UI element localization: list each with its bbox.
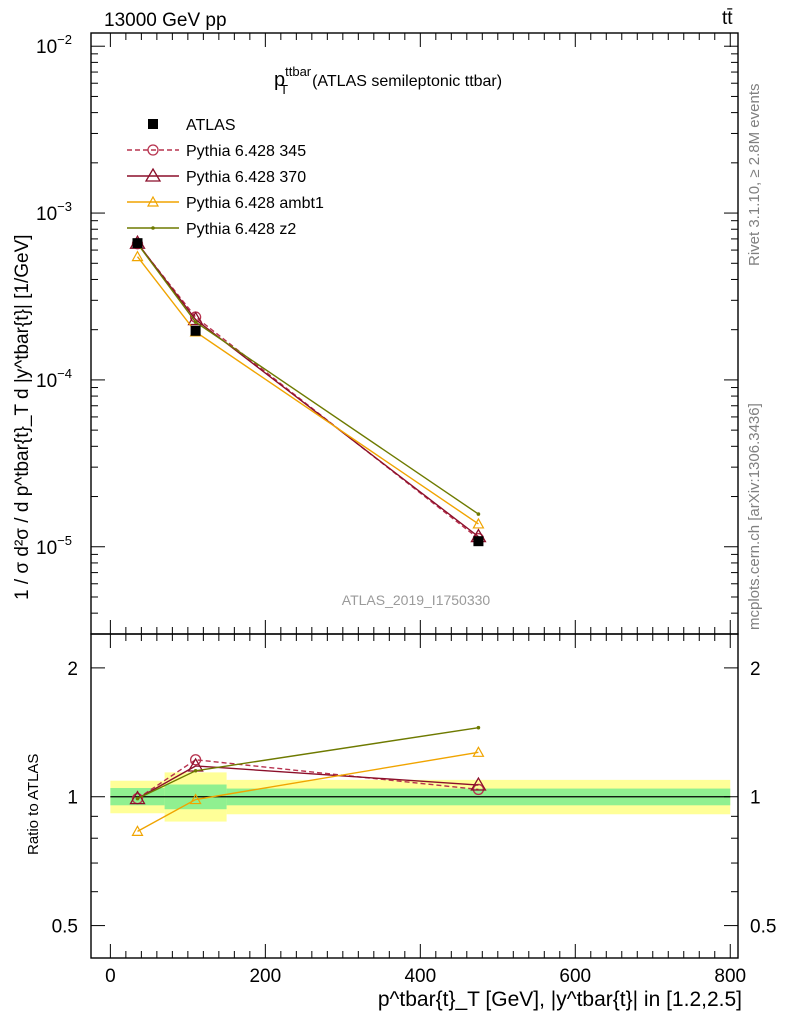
legend-label-2: Pythia 6.428 ambt1 xyxy=(186,195,324,212)
data-markers xyxy=(132,238,484,547)
main-series-line-0 xyxy=(136,243,479,540)
main-series-line-1 xyxy=(136,242,479,538)
main-ylabel: 1 / σ d²σ / d p^tbar{t}_T d |y^tbar{t}| … xyxy=(12,234,33,600)
analysis-watermark: ATLAS_2019_I1750330 xyxy=(342,592,491,608)
ratio-series-3-point-1 xyxy=(193,768,198,773)
header-energy-label: 13000 GeV pp xyxy=(104,10,227,31)
ratio-series-0-point-1 xyxy=(189,754,202,766)
main-ytick-exponent: −3 xyxy=(57,199,72,214)
legend-label-atlas: ATLAS xyxy=(186,117,236,134)
xlabel: p^tbar{t}_T [GeV], |y^tbar{t}| in [1.2,2… xyxy=(378,988,742,1011)
legend-label-0: Pythia 6.428 345 xyxy=(186,143,306,160)
ratio-series-line-0 xyxy=(137,759,479,800)
ratio-ytick-label-right-2: 2 xyxy=(750,659,761,680)
ratio-ytick-label-left-0: 0.5 xyxy=(52,917,78,938)
atlas-data-point-0 xyxy=(132,238,143,249)
ratio-series-line-1 xyxy=(137,765,479,800)
legend-marker-0 xyxy=(147,144,159,156)
main-series-line-2 xyxy=(136,256,479,525)
main-ytick-exponent: −4 xyxy=(57,366,72,381)
plot-frames xyxy=(90,32,739,959)
ratio-series-2-point-2 xyxy=(472,746,485,757)
ratio-ytick-label-right-0: 0.5 xyxy=(750,917,776,938)
ratio-series-3-point-2 xyxy=(476,725,481,730)
mc-curves xyxy=(129,234,487,836)
main-series-2-point-2 xyxy=(472,517,485,529)
xtick-label-1: 200 xyxy=(249,966,281,987)
header-process-label: tt̄ xyxy=(722,8,733,29)
chart-title-rest: (ATLAS semileptonic ttbar) xyxy=(312,73,502,90)
ratio-series-2-point-1 xyxy=(189,793,202,805)
xtick-label-0: 0 xyxy=(105,966,116,987)
ratio-ytick-label-left-1: 1 xyxy=(67,788,78,809)
main-series-3-point-1 xyxy=(193,320,198,324)
atlas-data-point-2 xyxy=(473,536,484,547)
ratio-series-1-point-2 xyxy=(470,776,487,791)
ratio-series-3-point-0 xyxy=(135,796,140,801)
legend: ATLAS Pythia 6.428 345 Pythia 6.428 370 Pyt… xyxy=(127,117,324,238)
legend-label-3: Pythia 6.428 z2 xyxy=(186,221,296,238)
axis-ticks xyxy=(91,33,738,958)
atlas-data-point-1 xyxy=(190,325,201,336)
main-ytick-label-3: 10−2 xyxy=(36,32,72,58)
main-ytick-label-0: 10−5 xyxy=(36,533,72,559)
main-series-2-point-0 xyxy=(131,250,144,262)
ratio-frame xyxy=(90,633,739,959)
chart-title-sub: T xyxy=(280,82,288,97)
ratio-ytick-label-right-1: 1 xyxy=(750,788,761,809)
ratio-uncertainty-bands xyxy=(110,772,731,822)
main-ytick-exponent: −2 xyxy=(57,32,72,47)
main-ytick-label-1: 10−4 xyxy=(36,366,72,392)
main-series-3-point-2 xyxy=(476,512,481,516)
xtick-label-3: 600 xyxy=(559,966,591,987)
main-ytick-exponent: −5 xyxy=(57,533,72,548)
main-ytick-label-2: 10−3 xyxy=(36,199,72,225)
ratio-series-2-point-0 xyxy=(131,825,144,836)
xtick-label-4: 800 xyxy=(714,966,746,987)
main-series-line-3 xyxy=(136,243,479,515)
legend-marker-3 xyxy=(151,226,155,230)
axis-labels: 10−5 10−4 10−3 10−2 0 200 400 600 800 0.5 0.5 1 1 2 2 1… xyxy=(12,32,776,1011)
legend-label-1: Pythia 6.428 370 xyxy=(186,169,306,186)
chart-title-sup: ttbar xyxy=(285,64,312,79)
chart-title: pttbar T (ATLAS semileptonic ttbar) xyxy=(274,64,502,97)
legend-marker-1 xyxy=(144,167,162,182)
ratio-series-line-2 xyxy=(137,751,479,832)
ratio-ylabel: Ratio to ATLAS xyxy=(25,754,42,855)
xtick-label-2: 400 xyxy=(404,966,436,987)
legend-marker-2 xyxy=(146,195,160,207)
legend-marker-atlas xyxy=(148,119,158,129)
ratio-ytick-label-left-2: 2 xyxy=(67,659,78,680)
